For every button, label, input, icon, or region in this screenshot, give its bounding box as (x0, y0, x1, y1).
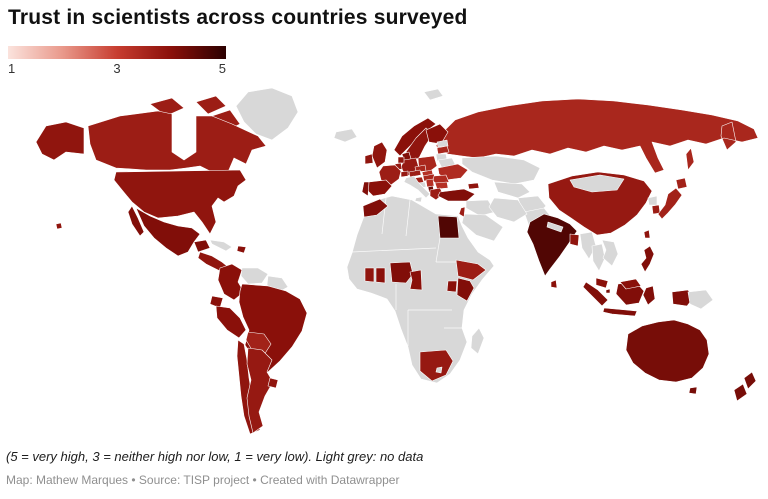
chart-title: Trust in scientists across countries sur… (8, 6, 468, 29)
map-region-nigeria[interactable]: Nigeria (389, 261, 414, 284)
map-region-philippines[interactable]: Philippines (640, 245, 655, 273)
map-region-north-korea[interactable] (647, 195, 658, 206)
map-region-ethiopia[interactable]: Ethiopia (455, 259, 487, 281)
map-region-canada[interactable]: Canada (87, 110, 267, 173)
map-region-ivory-coast[interactable]: Côte d'Ivoire (364, 267, 375, 283)
legend-tick-min: 1 (8, 61, 16, 76)
map-region-australia[interactable]: Australia (625, 319, 710, 383)
legend-gradient-bar (8, 46, 226, 59)
map-region-hawaii[interactable]: United States (55, 222, 63, 230)
map-region-greenland[interactable] (235, 87, 299, 141)
map-region-switzerland[interactable]: Switzerland (400, 170, 409, 178)
map-region-syria-iraq[interactable] (465, 199, 496, 217)
map-region-iceland[interactable] (333, 128, 358, 143)
map-region-argentina[interactable]: Argentina (246, 347, 274, 434)
map-region-norway[interactable]: Norway (393, 117, 437, 157)
map-region-canada-arctic2[interactable]: Canada (195, 95, 227, 115)
map-region-thailand[interactable] (591, 243, 606, 272)
map-region-madagascar[interactable] (470, 327, 485, 355)
map-region-mongolia[interactable] (569, 174, 625, 193)
map-region-austria[interactable]: Austria (408, 169, 422, 178)
map-region-tasmania[interactable]: Australia (688, 386, 698, 395)
map-region-portugal[interactable]: Portugal (361, 181, 370, 197)
map-region-papua-new-guinea[interactable] (687, 289, 714, 310)
map-region-cameroon[interactable]: Cameroon (409, 269, 423, 291)
map-region-nepal[interactable] (546, 221, 564, 233)
map-region-alaska[interactable]: United States (35, 121, 85, 161)
map-region-sri-lanka[interactable]: Sri Lanka (550, 279, 558, 289)
map-region-ghana[interactable]: Ghana (375, 267, 386, 284)
map-region-russia[interactable]: Russia (435, 98, 759, 174)
map-region-india[interactable]: India (526, 213, 578, 277)
legend-tick-max: 5 (218, 61, 226, 76)
map-region-indonesia[interactable]: Indonesia (582, 281, 695, 317)
map-region-lesotho[interactable] (435, 366, 443, 374)
map-region-venezuela[interactable] (240, 267, 269, 285)
map-region-south-africa[interactable]: South Africa (419, 349, 454, 382)
map-region-turkey[interactable]: Türkiye (437, 188, 476, 202)
chart-attribution: Map: Mathew Marques • Source: TISP proje… (6, 473, 400, 487)
chart-footnote: (5 = very high, 3 = neither high nor low… (6, 449, 424, 464)
map-region-iran[interactable] (488, 197, 528, 223)
map-region-saudi-arabia[interactable] (461, 213, 504, 242)
legend-tick-mid: 3 (113, 61, 121, 76)
map-region-cuba[interactable] (209, 239, 233, 252)
map-region-usa[interactable]: United States (113, 169, 247, 235)
map-region-central-asia[interactable] (493, 181, 531, 199)
map-region-latvia[interactable]: Latvia (436, 145, 450, 155)
legend-labels: 1 3 5 (8, 61, 226, 77)
map-region-china[interactable]: China (547, 171, 653, 236)
map-region-ireland[interactable]: Ireland (364, 153, 374, 165)
map-region-finland[interactable]: Finland (425, 123, 449, 145)
map-region-mexico[interactable]: Mexico (127, 205, 211, 257)
map-region-netherlands[interactable]: Netherlands (397, 156, 405, 164)
map-region-malaysia[interactable]: Malaysia (595, 277, 642, 290)
africa-internal-borders (351, 197, 462, 346)
map-region-bangladesh[interactable]: Bangladesh (569, 233, 580, 247)
map-region-kazakhstan[interactable] (461, 155, 541, 185)
map-region-uruguay[interactable]: Uruguay (267, 377, 279, 389)
map-region-dominican-republic[interactable]: Dominican Republic (236, 245, 247, 254)
map-region-new-zealand[interactable]: New Zealand (733, 371, 757, 402)
map-region-uk[interactable]: United Kingdom (371, 141, 388, 169)
map-region-serbia[interactable]: Serbia (425, 178, 435, 188)
map-region-japan[interactable]: Japan (657, 177, 688, 220)
map-region-kenya[interactable]: Kenya (456, 277, 475, 302)
map-region-peru[interactable]: Peru (215, 305, 247, 339)
map-region-georgia[interactable]: Georgia (467, 182, 480, 190)
map-region-italy[interactable] (403, 175, 431, 203)
map-region-indochina[interactable] (601, 239, 619, 267)
map-region-taiwan[interactable]: Taiwan (643, 229, 651, 239)
map-region-morocco[interactable]: Morocco (362, 198, 389, 218)
world-map: Canada Canada Canada Canada United State… (0, 84, 768, 446)
map-region-estonia[interactable] (436, 139, 449, 148)
map-region-singapore[interactable]: Singapore (605, 288, 611, 294)
map-region-bulgaria[interactable]: Bulgaria (434, 181, 449, 190)
map-region-egypt[interactable]: Egypt (437, 215, 460, 239)
map-region-israel[interactable]: Israel (458, 206, 466, 218)
map-region-svalbard[interactable] (423, 88, 444, 101)
map-region-uganda[interactable]: Uganda (446, 280, 458, 293)
color-legend: 1 3 5 (8, 46, 226, 77)
world-map-svg: Canada Canada Canada Canada United State… (35, 87, 759, 435)
